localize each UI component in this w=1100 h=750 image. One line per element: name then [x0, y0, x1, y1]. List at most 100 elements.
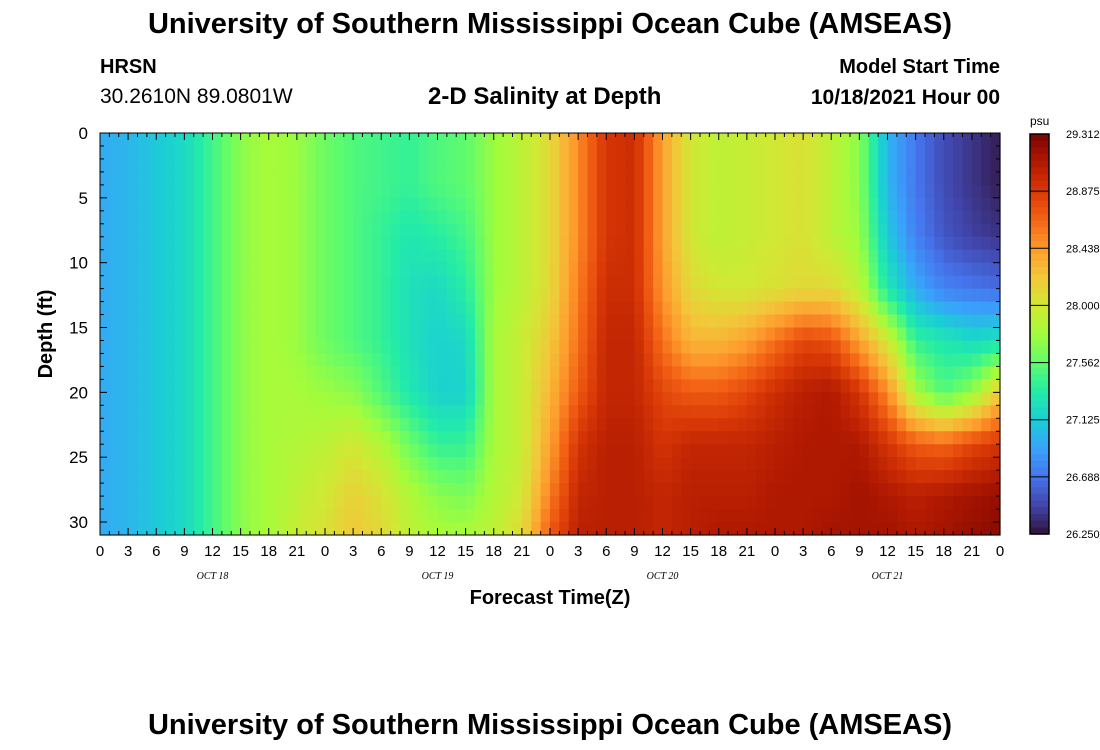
heatmap-cell — [578, 418, 589, 432]
heatmap-cell — [606, 444, 617, 458]
heatmap-cell — [793, 431, 804, 445]
heatmap-cell — [287, 457, 298, 471]
heatmap-cell — [868, 327, 879, 342]
heatmap-cell — [737, 483, 748, 497]
heatmap-cell — [390, 470, 401, 484]
heatmap-cell — [315, 353, 326, 368]
heatmap-cell — [231, 405, 242, 419]
heatmap-cell — [784, 314, 795, 329]
heatmap-cell — [165, 133, 176, 147]
heatmap-cell — [212, 327, 223, 342]
heatmap-cell — [634, 301, 645, 316]
heatmap-cell — [325, 470, 335, 484]
heatmap-cell — [906, 210, 917, 225]
heatmap-cell — [596, 197, 607, 212]
heatmap-cell — [906, 197, 917, 212]
heatmap-cell — [446, 249, 457, 264]
heatmap-cell — [306, 184, 317, 199]
y-axis-label: Depth (ft) — [35, 290, 57, 379]
heatmap-cell — [887, 249, 898, 264]
heatmap-cell — [165, 470, 176, 484]
station-id: HRSN — [100, 56, 157, 78]
heatmap-cell — [315, 171, 326, 186]
heatmap-cell — [400, 236, 410, 251]
heatmap-cell — [925, 249, 935, 264]
heatmap-cell — [981, 314, 992, 329]
heatmap-cell — [615, 444, 626, 458]
heatmap-cell — [606, 470, 617, 484]
heatmap-cell — [550, 197, 560, 212]
heatmap-cell — [643, 288, 654, 303]
heatmap-cell — [681, 223, 692, 238]
heatmap-cell — [137, 171, 148, 186]
heatmap-cell — [240, 158, 251, 173]
heatmap-cell — [925, 522, 935, 536]
heatmap-cell — [437, 379, 448, 393]
heatmap-cell — [259, 145, 270, 160]
heatmap-cell — [109, 444, 120, 458]
heatmap-cell — [690, 171, 701, 186]
heatmap-cell — [746, 133, 757, 147]
heatmap-cell — [156, 249, 167, 264]
heatmap-cell — [859, 509, 870, 523]
heatmap-cell — [634, 171, 645, 186]
heatmap-cell — [109, 145, 120, 160]
heatmap-cell — [634, 431, 645, 445]
heatmap-cell — [409, 353, 420, 368]
axis-labels: 0 3 6 9 12 15 18 21 0 3 6 9 12 15 18 21 0 3 6 9 12 15 18 21 0 3 6 9… — [69, 124, 1004, 582]
heatmap-cell — [203, 145, 214, 160]
heatmap-cell — [578, 197, 589, 212]
heatmap-cell — [250, 275, 260, 290]
heatmap-cell — [896, 314, 907, 329]
heatmap-cell — [184, 236, 195, 251]
heatmap-cell — [868, 366, 879, 380]
heatmap-cell — [868, 314, 879, 329]
heatmap-cell — [821, 197, 832, 212]
heatmap-cell — [793, 509, 804, 523]
heatmap-cell — [128, 496, 139, 510]
heatmap-cell — [465, 210, 476, 225]
heatmap-cell — [484, 483, 495, 497]
heatmap-cell — [193, 379, 204, 393]
heatmap-cell — [334, 197, 345, 212]
heatmap-cell — [212, 288, 223, 303]
heatmap-cell — [325, 275, 335, 290]
heatmap-cell — [409, 392, 420, 406]
heatmap-cell — [943, 133, 954, 147]
heatmap-cell — [390, 509, 401, 523]
heatmap-cell — [728, 392, 739, 406]
heatmap-cell — [559, 392, 570, 406]
heatmap-cell — [840, 288, 851, 303]
heatmap-cell — [681, 158, 692, 173]
heatmap-cell — [409, 340, 420, 355]
heatmap-cell — [343, 327, 354, 342]
heatmap-cell — [165, 171, 176, 186]
heatmap-cell — [409, 197, 420, 212]
heatmap-cell — [868, 210, 879, 225]
heatmap-cell — [596, 133, 607, 147]
heatmap-cell — [475, 133, 485, 147]
heatmap-cell — [268, 366, 279, 380]
heatmap-cell — [971, 236, 982, 251]
heatmap-cell — [709, 379, 720, 393]
heatmap-cell — [343, 210, 354, 225]
heatmap-cell — [325, 171, 335, 186]
heatmap-cell — [887, 327, 898, 342]
heatmap-cell — [184, 522, 195, 536]
heatmap-cell — [465, 483, 476, 497]
heatmap-cell — [259, 197, 270, 212]
heatmap-cell — [137, 327, 148, 342]
heatmap-cell — [306, 197, 317, 212]
heatmap-cell — [493, 301, 504, 316]
heatmap-cell — [915, 249, 926, 264]
heatmap-cell — [587, 483, 598, 497]
heatmap-cell — [971, 327, 982, 342]
heatmap-cell — [643, 405, 654, 419]
heatmap-cell — [840, 366, 851, 380]
heatmap-cell — [381, 444, 392, 458]
heatmap-cell — [493, 457, 504, 471]
heatmap-cell — [325, 145, 335, 160]
heatmap-cell — [981, 262, 992, 277]
heatmap-cell — [990, 444, 1001, 458]
heatmap-cell — [531, 418, 542, 432]
